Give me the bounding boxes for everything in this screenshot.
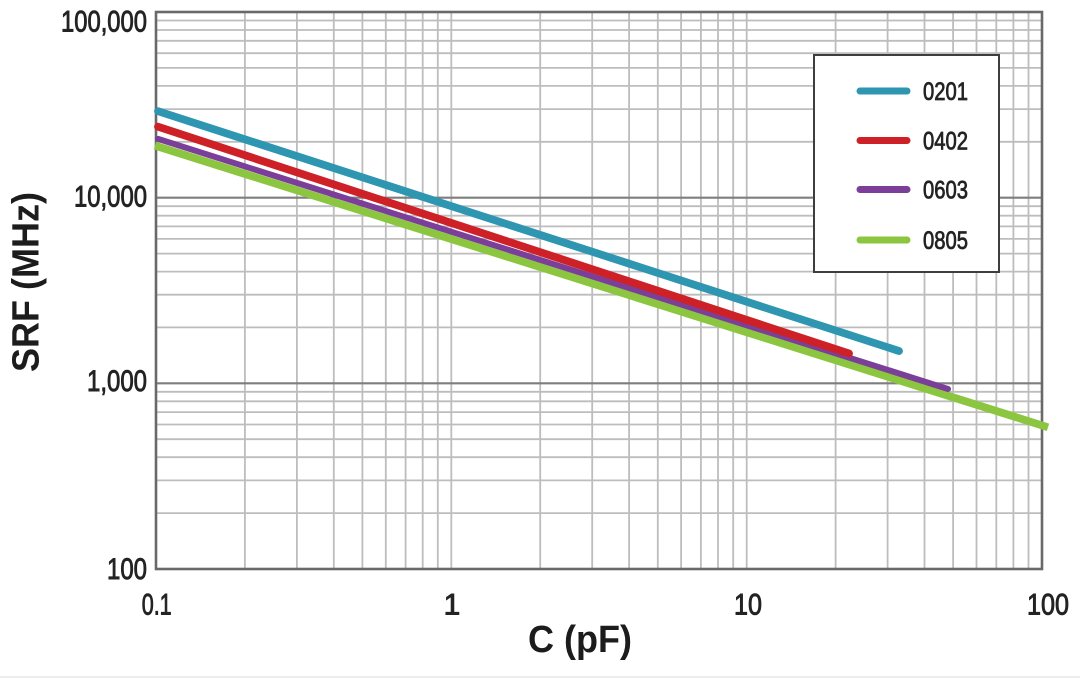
svg-text:100: 100 — [1027, 589, 1069, 622]
svg-text:0201: 0201 — [923, 78, 968, 106]
svg-text:1: 1 — [444, 589, 461, 622]
svg-text:0.1: 0.1 — [142, 589, 172, 622]
svg-text:0805: 0805 — [923, 227, 968, 255]
svg-text:SRF (MHz): SRF (MHz) — [6, 192, 48, 372]
svg-text:0402: 0402 — [923, 128, 968, 156]
svg-text:0603: 0603 — [923, 177, 968, 205]
svg-text:100: 100 — [107, 553, 147, 586]
svg-text:10,000: 10,000 — [74, 180, 147, 213]
svg-text:1,000: 1,000 — [87, 365, 147, 398]
svg-text:100,000: 100,000 — [61, 5, 147, 38]
svg-text:10: 10 — [734, 589, 762, 622]
svg-text:C (pF): C (pF) — [528, 619, 632, 661]
